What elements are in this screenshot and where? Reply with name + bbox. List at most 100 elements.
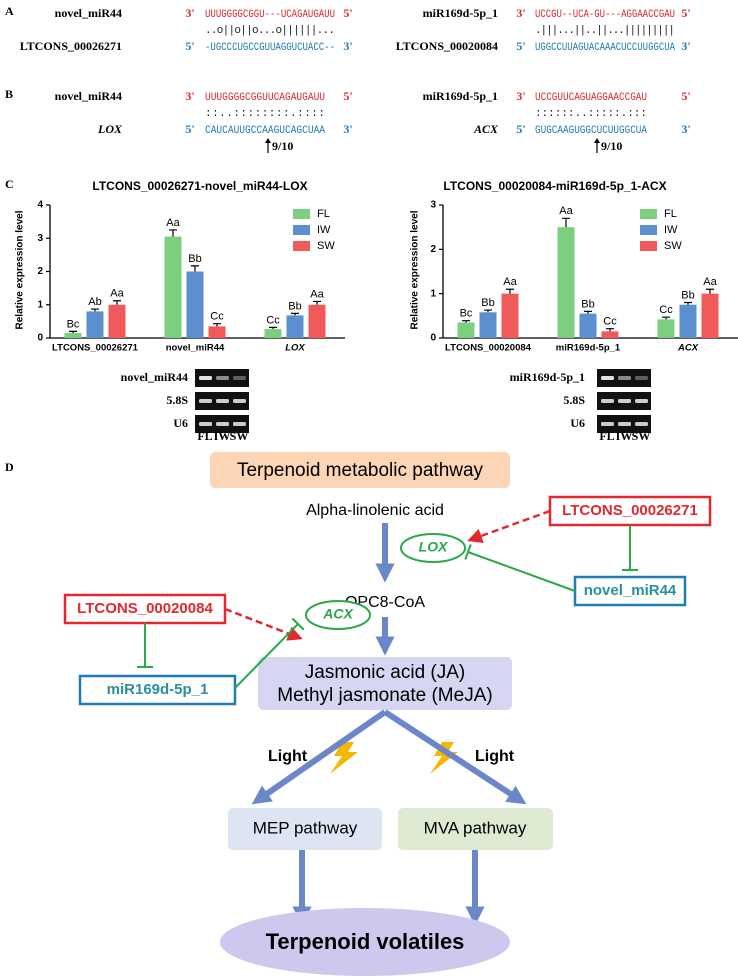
- bar: [579, 313, 597, 338]
- enzyme-label: ACX: [322, 606, 354, 622]
- significance-label: Cc: [210, 311, 224, 323]
- gel-band: [601, 422, 614, 426]
- title-box: [210, 452, 510, 488]
- bar: [557, 227, 575, 338]
- enzyme-node: [400, 533, 466, 563]
- panel-label: D: [5, 460, 14, 474]
- error-bar: [91, 308, 99, 312]
- error-bar: [69, 330, 77, 334]
- error-bar: [662, 316, 670, 320]
- error-bar: [113, 300, 121, 305]
- target-name: LTCONS_00020084: [396, 39, 498, 53]
- gel-band: [233, 422, 246, 426]
- end-label: 5': [516, 122, 525, 136]
- x-tick-label: LOX: [285, 343, 305, 354]
- significance-label: Cc: [603, 316, 617, 328]
- y-tick-label: 2: [37, 266, 43, 277]
- bar: [679, 304, 697, 338]
- x-tick-label: LTCONS_00026271: [52, 343, 139, 354]
- target-sequence: CAUCAUUGCCAAGUCAGCUAA: [205, 125, 325, 137]
- lncrna-label: LTCONS_00026271: [562, 502, 698, 519]
- error-bar: [191, 265, 199, 272]
- y-tick-label: 4: [37, 200, 43, 211]
- end-label: 3': [681, 39, 690, 53]
- bar: [308, 304, 326, 338]
- end-label: 3': [516, 89, 525, 103]
- significance-label: Bb: [188, 253, 201, 265]
- gel-band: [233, 399, 246, 403]
- bar: [479, 312, 497, 338]
- legend-label: SW: [664, 240, 682, 252]
- target-sequence: GUGCAAGUGGCUCUUGGCUA: [535, 125, 647, 137]
- gel-band: [601, 376, 614, 380]
- product: Methyl jasmonate (MeJA): [277, 685, 492, 706]
- gel-lane-label: SW: [632, 429, 651, 443]
- y-axis-label: Relative expression level: [410, 210, 421, 329]
- flow-arrow: [383, 709, 527, 805]
- gel-band: [635, 399, 648, 403]
- error-bar: [291, 312, 299, 316]
- legend-swatch: [293, 225, 310, 235]
- bar: [264, 329, 282, 338]
- error-bar: [169, 229, 177, 237]
- bar: [457, 322, 475, 338]
- significance-label: Bb: [681, 289, 694, 301]
- y-axis-label: Relative expression level: [15, 210, 26, 329]
- target-name: ACX: [473, 122, 499, 136]
- x-tick-label: novel_miR44: [166, 343, 225, 354]
- query-name: novel_miR44: [55, 6, 122, 20]
- target-sequence: -UGCCCUGCCGUUAGGUCUACC--: [205, 42, 335, 54]
- lightning-icon: [430, 742, 458, 774]
- end-label: 5': [185, 122, 194, 136]
- legend-swatch: [640, 241, 657, 251]
- error-bar: [313, 300, 321, 305]
- bar: [208, 326, 226, 338]
- end-label: 3': [185, 89, 194, 103]
- bar: [601, 331, 619, 338]
- error-bar: [706, 288, 714, 294]
- pairing: ..o||o||o...o||||||...: [205, 25, 335, 37]
- pairing: .|||...||..||...|||||||||: [535, 25, 675, 37]
- end-label: 5': [343, 89, 352, 103]
- query-sequence: UCCGUUCAGUAGGAACCGAU: [535, 92, 647, 104]
- bar: [657, 319, 675, 338]
- error-bar: [684, 301, 692, 305]
- error-bar: [562, 217, 570, 228]
- y-tick-label: 0: [430, 333, 436, 344]
- error-bar: [484, 309, 492, 313]
- chart-title: LTCONS_00026271-novel_miR44-LOX: [92, 179, 307, 193]
- bar: [64, 333, 82, 338]
- branch-box: [398, 808, 553, 850]
- legend-swatch: [293, 209, 310, 219]
- bar: [164, 236, 182, 338]
- mirna-label: miR169d-5p_1: [107, 681, 209, 698]
- inhibition: [234, 623, 299, 689]
- dashed-regulation: [467, 509, 551, 543]
- branch-box: [228, 808, 382, 850]
- branch-label: MVA pathway: [424, 818, 527, 837]
- panel-label: B: [5, 87, 13, 101]
- signal-label: Light: [268, 748, 308, 765]
- panel-label: A: [5, 4, 14, 18]
- gel-band: [199, 376, 212, 380]
- inhibition-bar: [464, 544, 472, 560]
- y-tick-label: 3: [37, 233, 43, 244]
- output-label: Terpenoid volatiles: [266, 929, 465, 954]
- gel-band: [199, 422, 212, 426]
- x-tick-label: ACX: [677, 343, 699, 354]
- gel-band: [618, 422, 631, 426]
- error-bar: [462, 320, 470, 323]
- x-tick-label: LTCONS_00020084: [445, 343, 532, 354]
- legend-label: IW: [317, 224, 331, 236]
- gel-band: [216, 376, 229, 380]
- legend-label: IW: [664, 224, 678, 236]
- y-tick-label: 3: [430, 200, 436, 211]
- gel-lane-label: IW: [616, 429, 633, 443]
- gel-band: [233, 376, 246, 380]
- gel-lane-label: FL: [599, 429, 614, 443]
- end-label: 3': [343, 122, 352, 136]
- significance-label: Bb: [288, 300, 301, 312]
- cleavage-site: 9/10: [272, 139, 293, 153]
- chart-title: LTCONS_00020084-miR169d-5p_1-ACX: [443, 179, 666, 193]
